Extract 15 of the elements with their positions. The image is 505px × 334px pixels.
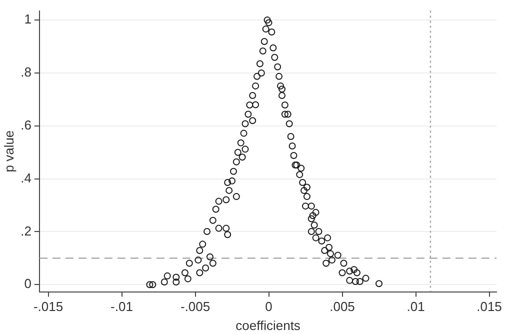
x-tick-label: -.005 (180, 299, 210, 314)
y-tick-label: .2 (20, 223, 32, 238)
y-tick-label: 0 (24, 276, 32, 292)
x-tick-label: -.01 (110, 299, 133, 314)
x-axis-title: coefficients (236, 318, 301, 333)
x-tick-label: -.015 (33, 299, 64, 314)
y-axis-title: p value (1, 130, 16, 172)
y-tick-label: 1 (24, 12, 32, 27)
x-tick-label: .005 (330, 299, 355, 314)
y-tick-label: .6 (20, 117, 32, 132)
x-tick-label: .01 (406, 299, 425, 314)
x-tick-label: 0 (265, 299, 272, 314)
x-tick-label: .015 (476, 299, 502, 314)
y-tick-label: .8 (20, 64, 32, 80)
y-tick-label: .4 (20, 170, 32, 186)
